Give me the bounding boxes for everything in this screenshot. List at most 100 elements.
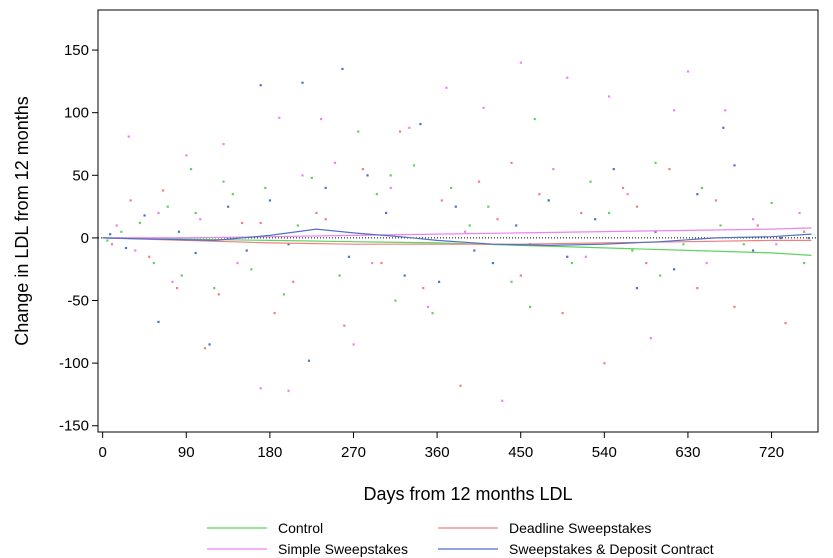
data-point xyxy=(803,261,806,265)
data-point xyxy=(124,246,128,250)
x-tick-label: 180 xyxy=(257,444,282,461)
data-point xyxy=(561,312,564,315)
data-point xyxy=(454,205,457,208)
data-point xyxy=(301,81,304,84)
data-point xyxy=(603,362,606,365)
x-tick-label: 270 xyxy=(341,444,366,461)
data-point xyxy=(398,130,402,133)
data-point xyxy=(106,239,109,242)
data-point xyxy=(268,199,272,202)
series-fit-line xyxy=(102,227,812,239)
data-point xyxy=(631,249,634,252)
data-point xyxy=(357,130,360,133)
data-point xyxy=(180,274,183,277)
data-point xyxy=(673,109,676,112)
data-point xyxy=(241,221,244,225)
data-point xyxy=(566,255,569,258)
data-point xyxy=(426,305,430,308)
data-point xyxy=(594,218,597,221)
data-point xyxy=(166,205,169,208)
legend-label: Simple Sweepstakes xyxy=(278,541,408,557)
x-tick-label: 720 xyxy=(759,444,784,461)
data-point xyxy=(659,274,662,277)
data-point xyxy=(510,161,513,164)
data-point xyxy=(589,180,592,183)
x-tick-label: 90 xyxy=(178,444,195,461)
data-point xyxy=(686,70,690,73)
data-point xyxy=(259,84,262,87)
data-point xyxy=(654,230,657,233)
data-point xyxy=(673,268,676,271)
data-point xyxy=(110,243,114,246)
data-point xyxy=(770,201,773,205)
data-point xyxy=(222,180,225,183)
data-point xyxy=(273,312,276,315)
data-point xyxy=(366,174,369,177)
data-point xyxy=(482,106,485,109)
data-point xyxy=(245,249,248,252)
data-point xyxy=(807,236,810,240)
data-point xyxy=(175,286,179,290)
data-point xyxy=(798,211,801,215)
data-point xyxy=(231,193,234,196)
data-point xyxy=(109,233,112,236)
data-point xyxy=(724,109,727,112)
fit-lines xyxy=(102,227,812,256)
data-point xyxy=(682,243,685,246)
data-point xyxy=(152,261,155,265)
data-point xyxy=(385,211,388,215)
data-point xyxy=(343,324,346,327)
y-tick-label: 150 xyxy=(64,42,89,59)
plot-border xyxy=(97,9,819,433)
data-point xyxy=(287,243,290,246)
data-point xyxy=(733,164,736,167)
data-point xyxy=(654,161,657,164)
data-point xyxy=(171,280,174,283)
data-point xyxy=(547,199,550,202)
data-point xyxy=(301,174,304,177)
data-point xyxy=(282,293,286,296)
data-point xyxy=(129,199,132,202)
legend-label: Control xyxy=(278,520,323,536)
data-point xyxy=(134,249,137,252)
data-point xyxy=(584,255,587,258)
data-point xyxy=(645,261,648,265)
series-fit-line xyxy=(102,237,812,245)
data-point xyxy=(463,230,467,233)
data-point xyxy=(347,255,351,258)
data-point xyxy=(143,214,146,217)
data-point xyxy=(227,205,230,208)
y-tick-label: 100 xyxy=(64,105,89,122)
y-axis: -150 -100 -50 0 50 100 150 xyxy=(59,42,98,435)
data-point xyxy=(189,168,193,171)
data-point xyxy=(148,255,151,258)
data-point xyxy=(250,268,253,271)
data-point xyxy=(607,211,611,215)
y-tick-label: 50 xyxy=(72,167,89,184)
data-point xyxy=(157,211,160,215)
data-point xyxy=(696,286,699,290)
data-point xyxy=(714,199,718,202)
x-axis: 0 90 180 270 360 450 540 630 720 xyxy=(98,432,784,461)
data-point xyxy=(324,186,327,190)
data-point xyxy=(310,176,313,179)
plot-area xyxy=(97,9,819,433)
y-tick-label: -100 xyxy=(59,355,89,372)
data-point xyxy=(668,168,671,171)
y-tick-label: 0 xyxy=(81,230,89,247)
data-point xyxy=(194,251,197,255)
data-point xyxy=(213,286,216,290)
data-point xyxy=(529,305,532,308)
data-point xyxy=(515,224,518,227)
data-point xyxy=(779,236,783,240)
data-point xyxy=(719,224,722,227)
data-point xyxy=(722,126,725,129)
data-point xyxy=(751,218,755,221)
data-point xyxy=(519,61,522,64)
data-point xyxy=(375,193,378,196)
data-points xyxy=(106,61,810,402)
data-point xyxy=(696,193,699,196)
data-point xyxy=(380,261,383,265)
data-point xyxy=(751,249,755,252)
data-point xyxy=(138,221,142,225)
